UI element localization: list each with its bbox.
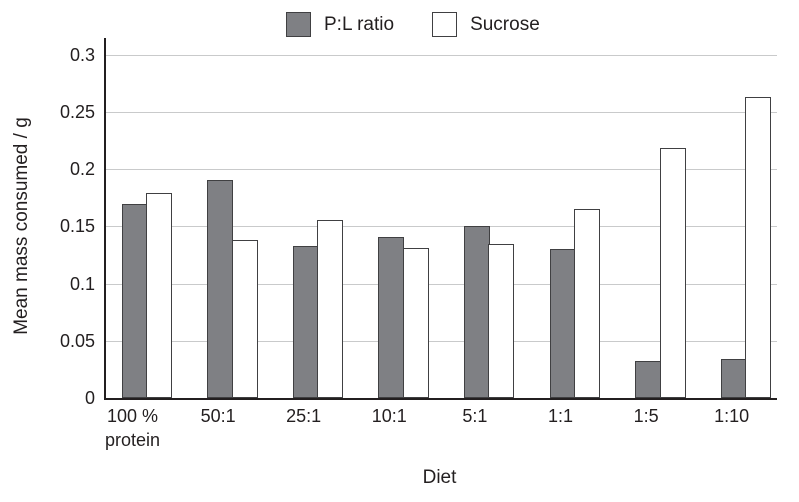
gridline: [106, 112, 777, 113]
bar-sucrose: [745, 97, 772, 398]
bar-sucrose: [317, 220, 344, 398]
bar-pl-ratio: [549, 249, 576, 398]
gridline: [106, 169, 777, 170]
x-tick-label: 10:1: [371, 406, 407, 426]
bar-pl-ratio: [635, 361, 662, 398]
bar-pl-ratio: [121, 204, 148, 398]
legend: P:L ratio Sucrose: [286, 12, 540, 37]
y-tick-label: 0.15: [59, 216, 95, 236]
y-tick-label: 0.1: [69, 274, 95, 294]
bar-sucrose: [488, 244, 515, 398]
y-tick-label: 0.25: [59, 102, 95, 122]
x-tick-label: 1:5: [633, 406, 659, 426]
bar-pl-ratio: [463, 226, 490, 398]
legend-item-sucrose: Sucrose: [432, 12, 540, 37]
legend-label-pl-ratio: P:L ratio: [324, 14, 395, 35]
bar-sucrose: [145, 193, 172, 398]
bar-sucrose: [573, 209, 600, 398]
x-tick-label: 5:1: [462, 406, 488, 426]
x-tick-label: 50:1: [200, 406, 236, 426]
y-tick-label: 0.3: [69, 45, 95, 65]
bar-pl-ratio: [207, 180, 234, 398]
legend-item-pl-ratio: P:L ratio: [286, 12, 394, 37]
plot-area: [104, 38, 777, 400]
x-axis-title: Diet: [422, 467, 457, 488]
bar-pl-ratio: [378, 237, 405, 398]
gridline: [106, 341, 777, 342]
bar-sucrose: [402, 248, 429, 398]
y-tick-label: 0.05: [59, 331, 95, 351]
gridline: [106, 284, 777, 285]
bar-pl-ratio: [720, 359, 747, 398]
legend-label-sucrose: Sucrose: [470, 14, 540, 35]
x-tick-label: 25:1: [286, 406, 322, 426]
y-tick-label: 0.2: [69, 159, 95, 179]
x-tick-label: 100 % protein: [104, 406, 161, 450]
bar-sucrose: [659, 148, 686, 398]
gridline: [106, 226, 777, 227]
y-tick-label: 0: [84, 388, 95, 408]
gridline: [106, 55, 777, 56]
bar-pl-ratio: [292, 246, 319, 398]
pl-ratio-swatch-icon: [286, 12, 311, 37]
x-tick-label: 1:1: [547, 406, 574, 426]
sucrose-swatch-icon: [432, 12, 458, 37]
x-tick-label: 1:10: [714, 406, 750, 426]
bar-sucrose: [231, 240, 258, 398]
